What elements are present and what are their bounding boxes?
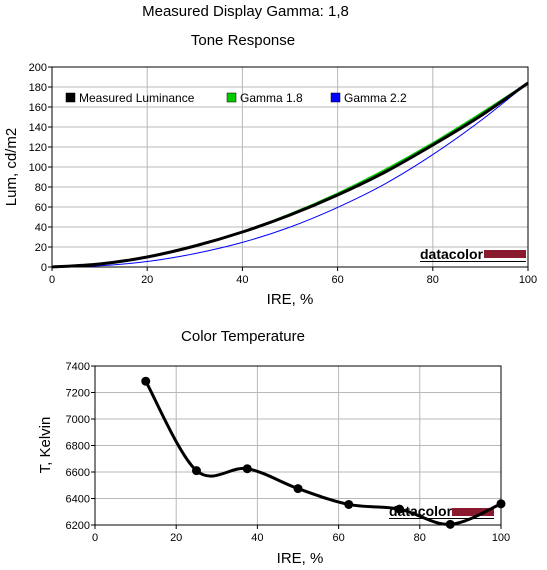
x-tick-label: 60 xyxy=(331,274,343,286)
gamma-2-2-legend-swatch xyxy=(330,92,341,103)
y-tick-label: 200 xyxy=(29,62,47,74)
x-tick-label: 40 xyxy=(236,274,248,286)
x-tick-label: 100 xyxy=(492,532,510,544)
datacolor-logo-bar xyxy=(484,250,526,258)
y-tick-label: 100 xyxy=(29,162,47,174)
y-tick-label: 60 xyxy=(35,202,47,214)
series-point xyxy=(141,376,151,386)
datacolor-logo-bar-2 xyxy=(452,508,494,516)
datacolor-logo: datacolor xyxy=(420,246,526,262)
series-point xyxy=(242,464,252,474)
x-tick-label: 0 xyxy=(92,532,98,544)
y-tick-label: 7000 xyxy=(66,414,90,426)
x-tick-label: 20 xyxy=(170,532,182,544)
tone-response-x-label: IRE, % xyxy=(267,291,314,308)
color-temperature-chart: Color Temperature datacolor 0 20 40 60 80 100… xyxy=(37,328,510,567)
tone-response-ticks: 0 20 40 60 80 100 0 20 40 60 80 100 120 140 160 180 200 xyxy=(29,62,538,286)
y-tick-label: 20 xyxy=(35,242,47,254)
y-tick-label: 80 xyxy=(35,182,47,194)
color-temperature-x-label: IRE, % xyxy=(277,550,324,567)
tone-response-y-label: Lum, cd/m2 xyxy=(3,128,20,206)
x-tick-label: 0 xyxy=(49,274,55,286)
y-tick-label: 6400 xyxy=(66,494,90,506)
color-temperature-series xyxy=(141,376,506,529)
color-temperature-grid xyxy=(95,366,501,525)
datacolor-logo-underline xyxy=(420,261,526,262)
tone-response-legend: Measured Luminance Gamma 1.8 Gamma 2.2 xyxy=(65,91,407,105)
series-point xyxy=(192,466,201,476)
x-tick-label: 80 xyxy=(414,532,426,544)
datacolor-logo-text-2: datacolor xyxy=(389,503,453,519)
page-title: Measured Display Gamma: 1,8 xyxy=(142,3,349,20)
gamma-2-2-line xyxy=(51,82,529,268)
datacolor-logo-underline-2 xyxy=(389,518,494,519)
y-tick-label: 0 xyxy=(41,262,47,274)
color-temperature-y-label: T, Kelvin xyxy=(37,417,54,474)
y-tick-label: 6800 xyxy=(66,441,90,453)
y-tick-label: 120 xyxy=(29,142,47,154)
y-tick-label: 7200 xyxy=(66,388,90,400)
color-temperature-ticks: 0 20 40 60 80 100 6200 6400 6600 6800 7000 7200 7400 xyxy=(66,361,511,544)
tone-response-series xyxy=(51,81,529,269)
series-point xyxy=(445,519,455,529)
x-tick-label: 100 xyxy=(519,274,537,286)
datacolor-logo-2: datacolor xyxy=(389,503,494,519)
x-tick-label: 60 xyxy=(332,532,344,544)
gamma-1-8-legend-swatch xyxy=(226,92,237,103)
y-tick-label: 6600 xyxy=(66,467,90,479)
y-tick-label: 7400 xyxy=(66,361,90,373)
y-tick-label: 160 xyxy=(29,102,47,114)
x-tick-label: 80 xyxy=(427,274,439,286)
color-temperature-title: Color Temperature xyxy=(181,328,305,345)
series-point xyxy=(344,499,354,509)
measured-luminance-legend-label: Measured Luminance xyxy=(79,91,195,105)
y-tick-label: 6200 xyxy=(66,520,90,532)
series-point xyxy=(293,484,303,494)
gamma-2-2-legend-label: Gamma 2.2 xyxy=(344,91,407,105)
x-tick-label: 20 xyxy=(141,274,153,286)
x-tick-label: 40 xyxy=(251,532,263,544)
y-tick-label: 40 xyxy=(35,222,47,234)
datacolor-logo-text: datacolor xyxy=(420,246,484,262)
y-tick-label: 180 xyxy=(29,82,47,94)
tone-response-chart: Tone Response 0 20 40 60 80 100 0 20 40 60 80 100 12… xyxy=(3,32,537,308)
y-tick-label: 140 xyxy=(29,122,47,134)
tone-response-title: Tone Response xyxy=(191,32,295,49)
measured-luminance-legend-swatch xyxy=(65,92,76,103)
gamma-1-8-legend-label: Gamma 1.8 xyxy=(240,91,303,105)
series-point xyxy=(395,504,404,514)
measured-luminance-line xyxy=(51,81,529,269)
